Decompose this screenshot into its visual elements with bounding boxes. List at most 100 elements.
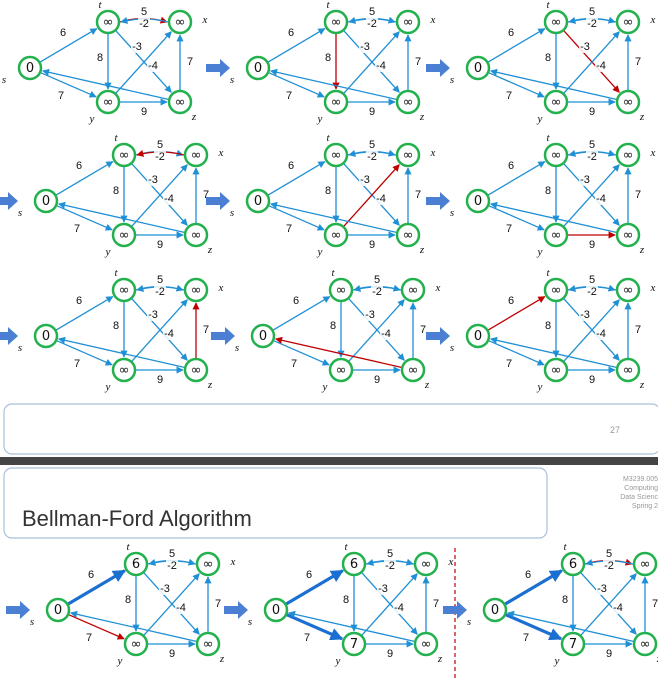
- vertex-label-t: t: [114, 267, 118, 279]
- weight-label-bg: [73, 295, 85, 307]
- edge-weight-label: 5: [369, 6, 375, 18]
- edge-y-x: [563, 299, 620, 362]
- edge-weight-label: 7: [74, 223, 80, 235]
- edge-s-t: [268, 161, 326, 196]
- vertex-y: [328, 357, 354, 383]
- edge-y-x: [563, 164, 620, 227]
- vertex-label-y: y: [105, 246, 111, 258]
- weight-label-bg: [283, 223, 295, 235]
- weight-label-bg: [283, 90, 295, 102]
- edge-weight-label: 7: [58, 90, 64, 102]
- vertex-label-s: s: [248, 616, 252, 628]
- vertex-z: [395, 89, 421, 115]
- step-arrow-icon: [211, 327, 235, 345]
- edge-weight-label: -2: [587, 18, 597, 30]
- weight-label-bg: [184, 56, 196, 68]
- vertex-label-y: y: [105, 381, 111, 393]
- weight-label-bg: [542, 185, 554, 197]
- edge-weight-label: 8: [562, 594, 568, 606]
- vertex-distance: 7: [569, 637, 577, 652]
- vertex-distance: 0: [474, 329, 482, 344]
- edge-weight-label: 8: [113, 185, 119, 197]
- vertex-z: [615, 357, 641, 383]
- vertex-distance: ∞: [640, 637, 651, 652]
- edge-weight-label: 5: [387, 548, 393, 560]
- edge-weight-label: 6: [76, 295, 82, 307]
- weight-label-bg: [131, 41, 143, 53]
- edge-weight-label: 5: [606, 548, 612, 560]
- edge-weight-label: 7: [286, 223, 292, 235]
- edge-weight-label: -3: [580, 309, 590, 321]
- edge-y-x: [143, 573, 200, 636]
- weight-label-bg: [110, 320, 122, 332]
- vertex-x: [395, 142, 421, 168]
- edge-s-t: [488, 28, 546, 63]
- edge-weight-label: 7: [635, 56, 641, 68]
- vertex-distance: ∞: [623, 95, 634, 110]
- edge-weight-label: 9: [589, 239, 595, 251]
- vertex-distance: ∞: [203, 637, 214, 652]
- vertex-label-z: z: [437, 653, 443, 665]
- edge-s-y: [488, 72, 545, 98]
- edge-s-t: [67, 569, 126, 606]
- edge-s-y: [268, 205, 325, 231]
- edge-weight-label: -3: [580, 174, 590, 186]
- weight-label-bg: [579, 309, 591, 321]
- edge-weight-label: -2: [587, 286, 597, 298]
- weight-label-bg: [603, 560, 615, 572]
- weight-label-bg: [612, 602, 624, 614]
- weight-label-bg: [595, 60, 607, 72]
- vertex-distance: ∞: [103, 15, 114, 30]
- vertex-distance: ∞: [131, 637, 142, 652]
- vertex-y: [111, 222, 137, 248]
- edge-weight-label: -2: [367, 18, 377, 30]
- weight-label-bg: [377, 583, 389, 595]
- vertex-label-z: z: [219, 653, 225, 665]
- edge-s-y: [505, 613, 563, 641]
- graph-panel: 675-28-4-39720s∞t∞x∞y∞z: [450, 0, 656, 125]
- edge-s-y: [56, 205, 113, 231]
- course-info: M3239.005 Computing Data Scienc Spring 2: [620, 476, 658, 510]
- weight-label-bg: [393, 602, 405, 614]
- weight-label-bg: [603, 648, 615, 660]
- edge-weight-label: 7: [203, 189, 209, 201]
- graph-panel: 675-28-4-39720s6t∞x7y∞z: [248, 541, 454, 667]
- vertex-label-s: s: [450, 74, 454, 86]
- vertex-t: [560, 551, 586, 577]
- edge-s-t: [504, 569, 563, 606]
- vertex-distance: ∞: [421, 557, 432, 572]
- page-number: 27: [610, 425, 620, 435]
- vertex-label-y: y: [537, 113, 543, 125]
- edge-y-x: [361, 573, 418, 636]
- vertex-distance: 6: [132, 557, 140, 572]
- weight-label-bg: [154, 239, 166, 251]
- weight-label-bg: [212, 598, 224, 610]
- vertex-distance: ∞: [191, 148, 202, 163]
- vertex-distance: 0: [254, 61, 262, 76]
- weight-label-bg: [138, 6, 150, 18]
- vertex-y: [543, 357, 569, 383]
- edge-y-x: [348, 299, 405, 362]
- weight-label-bg: [384, 548, 396, 560]
- vertex-label-x: x: [650, 14, 656, 26]
- edge-weight-label: 9: [589, 374, 595, 386]
- vertex-s: [465, 188, 491, 214]
- vertex-t: [328, 277, 354, 303]
- vertex-distance: ∞: [623, 363, 634, 378]
- edge-weight-label: -2: [372, 286, 382, 298]
- vertex-s: [245, 188, 271, 214]
- step-arrow-icon: [426, 192, 450, 210]
- edge-weight-label: 9: [369, 106, 375, 118]
- edge-weight-label: 9: [141, 106, 147, 118]
- edge-weight-label: 7: [506, 358, 512, 370]
- weight-label-bg: [138, 106, 150, 118]
- vertex-label-z: z: [207, 244, 213, 256]
- edge-weight-label: 6: [508, 27, 514, 39]
- step-arrow-icon: [0, 327, 18, 345]
- vertex-z: [183, 222, 209, 248]
- edge-s-t: [56, 161, 114, 196]
- edge-weight-label: -4: [394, 602, 404, 614]
- vertex-distance: ∞: [623, 148, 634, 163]
- edge-weight-label: 9: [169, 648, 175, 660]
- weight-label-bg: [166, 648, 178, 660]
